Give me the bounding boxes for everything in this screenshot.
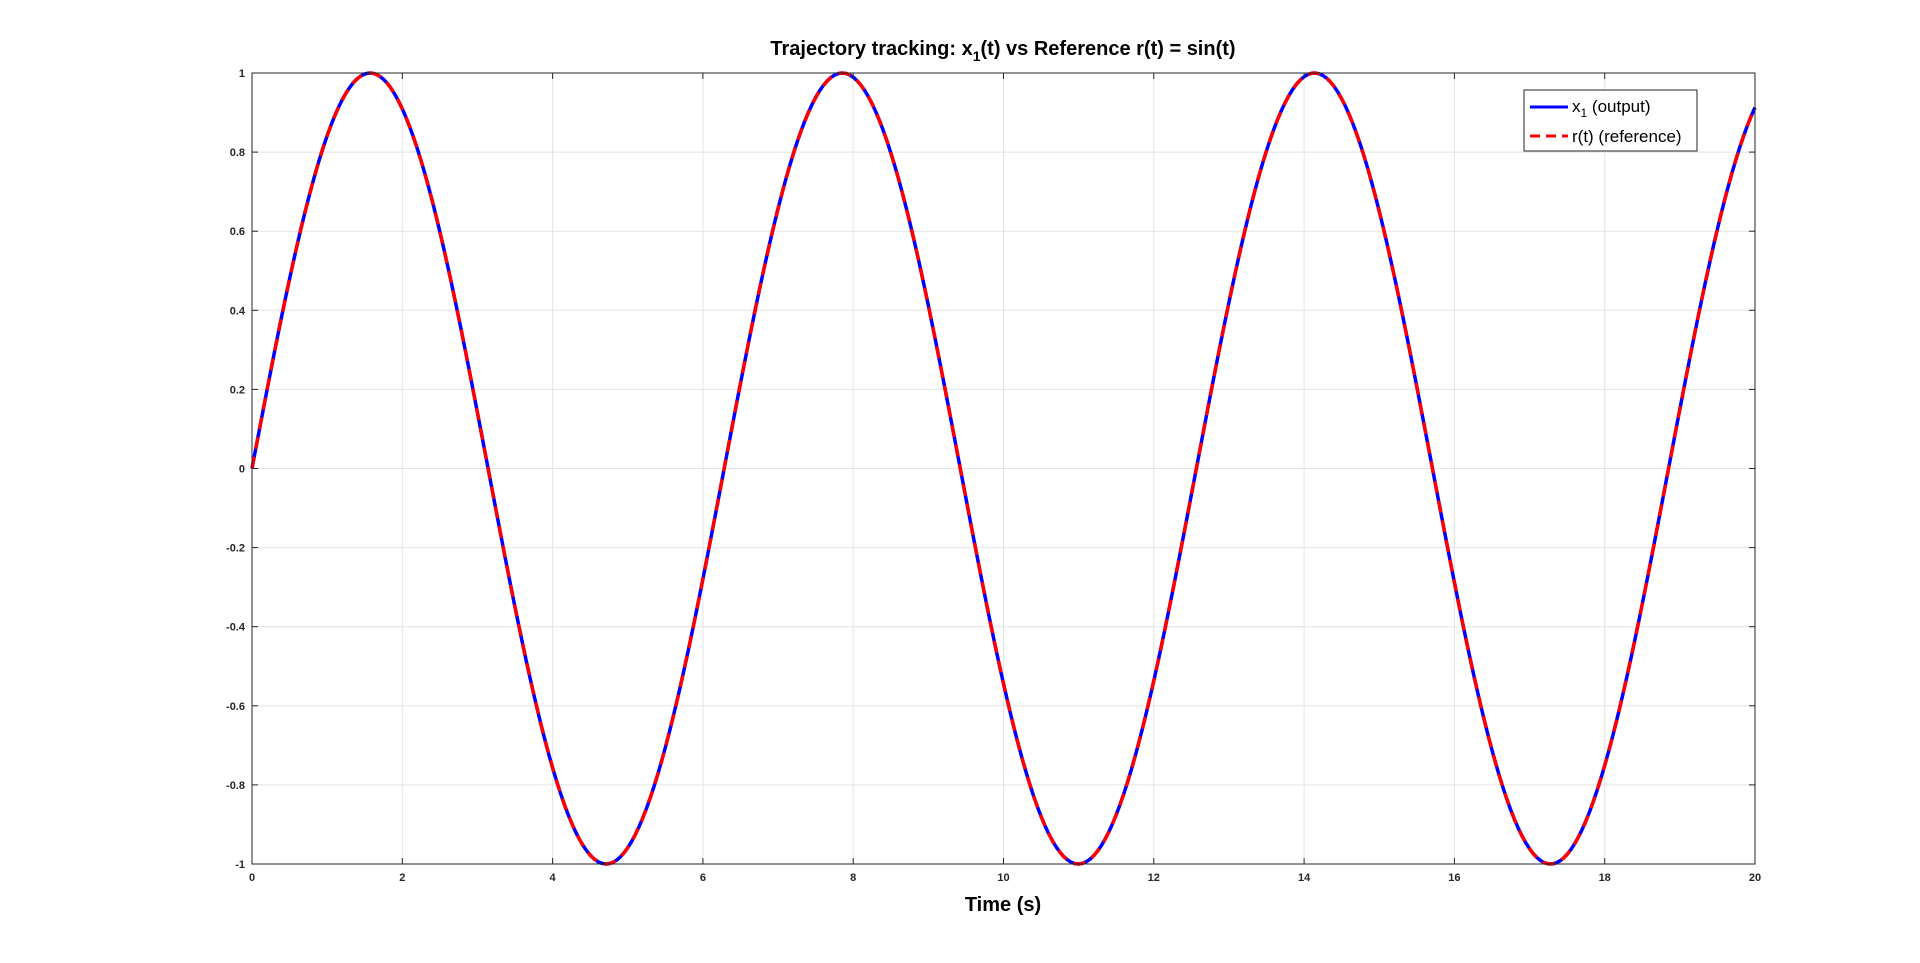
- chart-title-subscript: 1: [973, 48, 981, 64]
- x-tick-label: 0: [249, 872, 255, 884]
- y-tick-label: -0.6: [226, 701, 245, 713]
- x-tick-label: 8: [850, 872, 856, 884]
- series-line-reference: [250, 71, 1757, 866]
- x-tick-label: 20: [1749, 872, 1761, 884]
- y-tick-label: 0.6: [230, 226, 245, 238]
- x-tick-label: 4: [550, 872, 557, 884]
- legend: x1 (output) r(t) (reference): [1523, 89, 1698, 152]
- series-layer: [250, 71, 1757, 866]
- x-tick-label: 14: [1298, 872, 1311, 884]
- y-tick-label: 0.8: [230, 147, 245, 159]
- x-tick-label: 2: [399, 872, 405, 884]
- y-tick-label: 1: [239, 68, 245, 80]
- legend-label-output-main: x: [1572, 97, 1581, 116]
- x-axis-label: Time (s): [965, 894, 1041, 916]
- legend-label-reference: r(t) (reference): [1572, 127, 1682, 146]
- y-tick-label: 0: [239, 464, 245, 476]
- x-tick-label: 6: [700, 872, 706, 884]
- y-tick-label: -1: [235, 859, 245, 871]
- y-tick-label: -0.2: [226, 543, 245, 555]
- x-tick-label: 16: [1448, 872, 1460, 884]
- chart-title: Trajectory tracking: x1(t) vs Reference …: [770, 38, 1235, 64]
- y-tick-label: 0.4: [230, 305, 246, 317]
- chart-title-prefix: Trajectory tracking: x: [770, 38, 972, 60]
- legend-label-output-sub: 1: [1581, 106, 1588, 120]
- x-tick-label: 10: [997, 872, 1009, 884]
- x-tick-label: 12: [1148, 872, 1160, 884]
- legend-label-output-rest: (output): [1587, 97, 1650, 116]
- legend-box: [1523, 89, 1698, 152]
- y-tick-label: 0.2: [230, 384, 245, 396]
- ticks-layer: 0 2 4 6 8 10 12 14 16 18 20 -1 -0.8 -0.6 -0.4 -0.2 0 0.2 0…: [226, 68, 1761, 884]
- chart-title-suffix: (t) vs Reference r(t) = sin(t): [981, 38, 1236, 60]
- y-tick-label: -0.4: [226, 622, 246, 634]
- x-tick-label: 18: [1599, 872, 1611, 884]
- legend-label-output: x1 (output): [1572, 97, 1651, 120]
- grid-layer: [251, 72, 1756, 865]
- y-tick-label: -0.8: [226, 780, 245, 792]
